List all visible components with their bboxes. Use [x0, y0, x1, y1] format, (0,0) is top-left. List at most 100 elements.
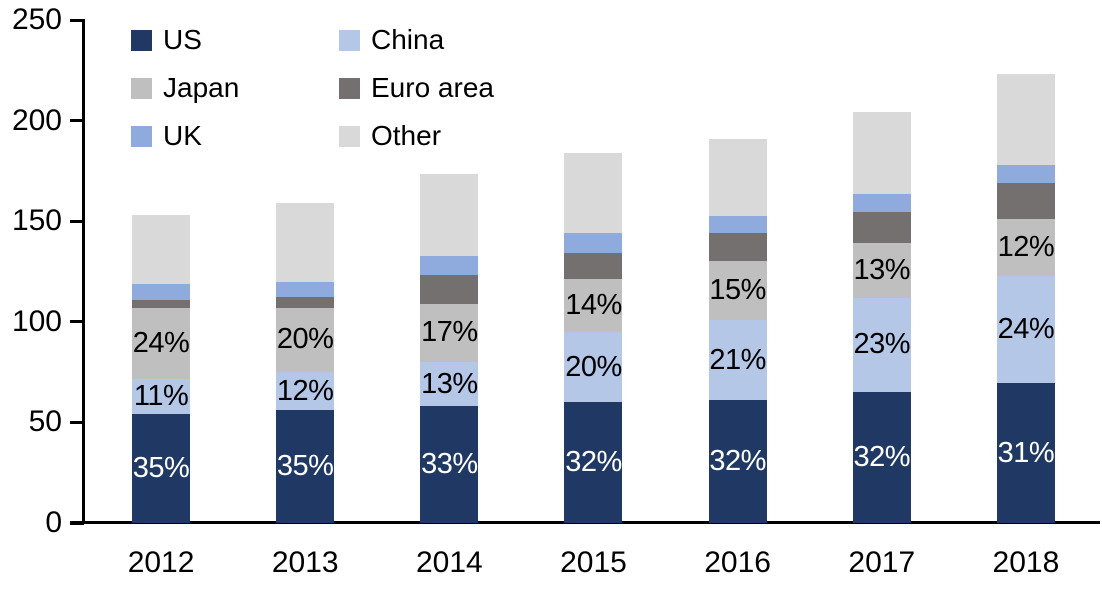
- legend-swatch-uk: [131, 125, 152, 147]
- segment-china-2017: 23%: [852, 297, 911, 393]
- segment-euro-area-2018: [996, 183, 1055, 220]
- y-axis-line: [82, 19, 85, 524]
- segment-china-2013: 12%: [276, 372, 335, 411]
- bar-2015: 32% 20% 14%: [564, 152, 623, 523]
- segment-label-us-2016: 32%: [709, 445, 766, 478]
- segment-uk-2012: [132, 283, 191, 300]
- segment-other-2014: [420, 173, 479, 257]
- segment-japan-2014: 17%: [420, 303, 479, 363]
- legend: US China Japan Euro area UK Other: [131, 16, 494, 160]
- segment-uk-2013: [276, 281, 335, 297]
- segment-label-japan-2018: 12%: [997, 230, 1055, 263]
- segment-other-2017: [852, 111, 911, 195]
- segment-label-japan-2014: 17%: [421, 316, 478, 349]
- segment-uk-2016: [708, 216, 767, 234]
- segment-japan-2018: 12%: [996, 219, 1055, 276]
- legend-item-euro-area: Euro area: [339, 74, 494, 102]
- segment-us-2014: 33%: [420, 406, 479, 523]
- segment-japan-2015: 14%: [564, 278, 623, 332]
- segment-china-2014: 13%: [420, 362, 479, 407]
- legend-item-china: China: [339, 26, 494, 54]
- y-tick-label-250: 250: [11, 3, 62, 36]
- y-tick-label-200: 200: [11, 103, 62, 137]
- bar-slot-2018: 31% 24% 12%: [954, 20, 1098, 523]
- segment-uk-2017: [852, 194, 911, 213]
- segment-euro-area-2017: [852, 212, 911, 244]
- segment-china-2012: 11%: [132, 379, 191, 415]
- segment-euro-area-2014: [420, 274, 479, 304]
- segment-japan-2016: 15%: [708, 261, 767, 320]
- x-label-2014: 2014: [415, 546, 483, 579]
- segment-uk-2014: [420, 256, 479, 275]
- segment-euro-area-2016: [708, 233, 767, 262]
- segment-label-china-2014: 13%: [421, 367, 478, 400]
- bar-slot-2013: 35% 12% 20%: [233, 20, 377, 523]
- segment-other-2015: [564, 152, 623, 234]
- legend-label-japan: Japan: [163, 72, 240, 103]
- x-label-2012: 2012: [127, 546, 195, 579]
- y-tick-label-150: 150: [11, 204, 62, 238]
- x-label-2017: 2017: [848, 546, 916, 579]
- y-tick-label-100: 100: [11, 304, 62, 338]
- segment-label-japan-2012: 24%: [132, 326, 190, 359]
- segment-china-2016: 21%: [708, 319, 767, 401]
- segment-label-china-2012: 11%: [133, 380, 189, 413]
- y-tick-50: [70, 420, 84, 424]
- segment-label-china-2018: 24%: [997, 312, 1055, 345]
- bar-slot-2015: 32% 20% 14%: [521, 20, 665, 523]
- segment-label-japan-2017: 13%: [853, 254, 911, 287]
- y-tick-label-0: 0: [45, 506, 62, 539]
- legend-swatch-euro-area: [339, 77, 360, 99]
- segment-label-china-2013: 12%: [276, 374, 334, 407]
- segment-us-2012: 35%: [132, 414, 191, 523]
- segment-other-2018: [996, 74, 1055, 165]
- segment-label-us-2013: 35%: [276, 450, 334, 483]
- segment-label-japan-2016: 15%: [709, 274, 766, 307]
- bar-2017: 32% 23% 13%: [852, 111, 911, 523]
- bar-2018: 31% 24% 12%: [996, 74, 1055, 523]
- y-tick-250: [70, 18, 84, 22]
- segment-japan-2017: 13%: [852, 243, 911, 298]
- legend-item-us: US: [131, 26, 339, 54]
- segment-label-us-2018: 31%: [997, 436, 1055, 469]
- segment-us-2018: 31%: [996, 383, 1055, 523]
- segment-label-us-2017: 32%: [853, 441, 911, 474]
- legend-label-china: China: [371, 24, 445, 55]
- segment-label-japan-2015: 14%: [565, 288, 622, 321]
- segment-label-china-2016: 21%: [709, 343, 766, 376]
- legend-label-euro-area: Euro area: [371, 72, 494, 103]
- x-label-2013: 2013: [271, 546, 339, 579]
- segment-other-2016: [708, 138, 767, 217]
- bar-slot-2016: 32% 21% 15%: [666, 20, 810, 523]
- bar-2014: 33% 13% 17%: [420, 173, 479, 523]
- plot-area: 35% 11% 24% 35% 12% 20% 33% 13% 17% 32% 20% 14% 32% 2…: [89, 20, 1098, 523]
- legend-label-us: US: [163, 24, 202, 55]
- y-tick-150: [70, 219, 84, 223]
- x-label-2016: 2016: [704, 546, 771, 579]
- bar-2012: 35% 11% 24%: [132, 215, 191, 523]
- segment-label-china-2017: 23%: [853, 328, 911, 361]
- segment-label-us-2015: 32%: [565, 446, 622, 479]
- legend-item-uk: UK: [131, 122, 339, 150]
- segment-other-2013: [276, 203, 335, 282]
- legend-label-other: Other: [371, 120, 442, 151]
- segment-uk-2015: [564, 233, 623, 254]
- segment-euro-area-2012: [132, 299, 191, 308]
- segment-china-2015: 20%: [564, 331, 623, 403]
- segment-label-us-2012: 35%: [132, 452, 190, 485]
- segment-uk-2018: [996, 164, 1055, 183]
- bar-slot-2017: 32% 23% 13%: [810, 20, 954, 523]
- segment-euro-area-2015: [564, 253, 623, 279]
- y-tick-200: [70, 119, 84, 123]
- bar-slot-2014: 33% 13% 17%: [377, 20, 521, 523]
- segment-us-2015: 32%: [564, 402, 623, 523]
- x-label-2015: 2015: [560, 546, 627, 579]
- y-tick-label-50: 50: [28, 405, 62, 439]
- y-tick-100: [70, 320, 84, 324]
- segment-us-2017: 32%: [852, 392, 911, 523]
- segment-us-2013: 35%: [276, 410, 335, 523]
- legend-swatch-us: [131, 29, 152, 51]
- segment-euro-area-2013: [276, 296, 335, 308]
- segment-label-china-2015: 20%: [565, 350, 622, 383]
- legend-item-japan: Japan: [131, 74, 339, 102]
